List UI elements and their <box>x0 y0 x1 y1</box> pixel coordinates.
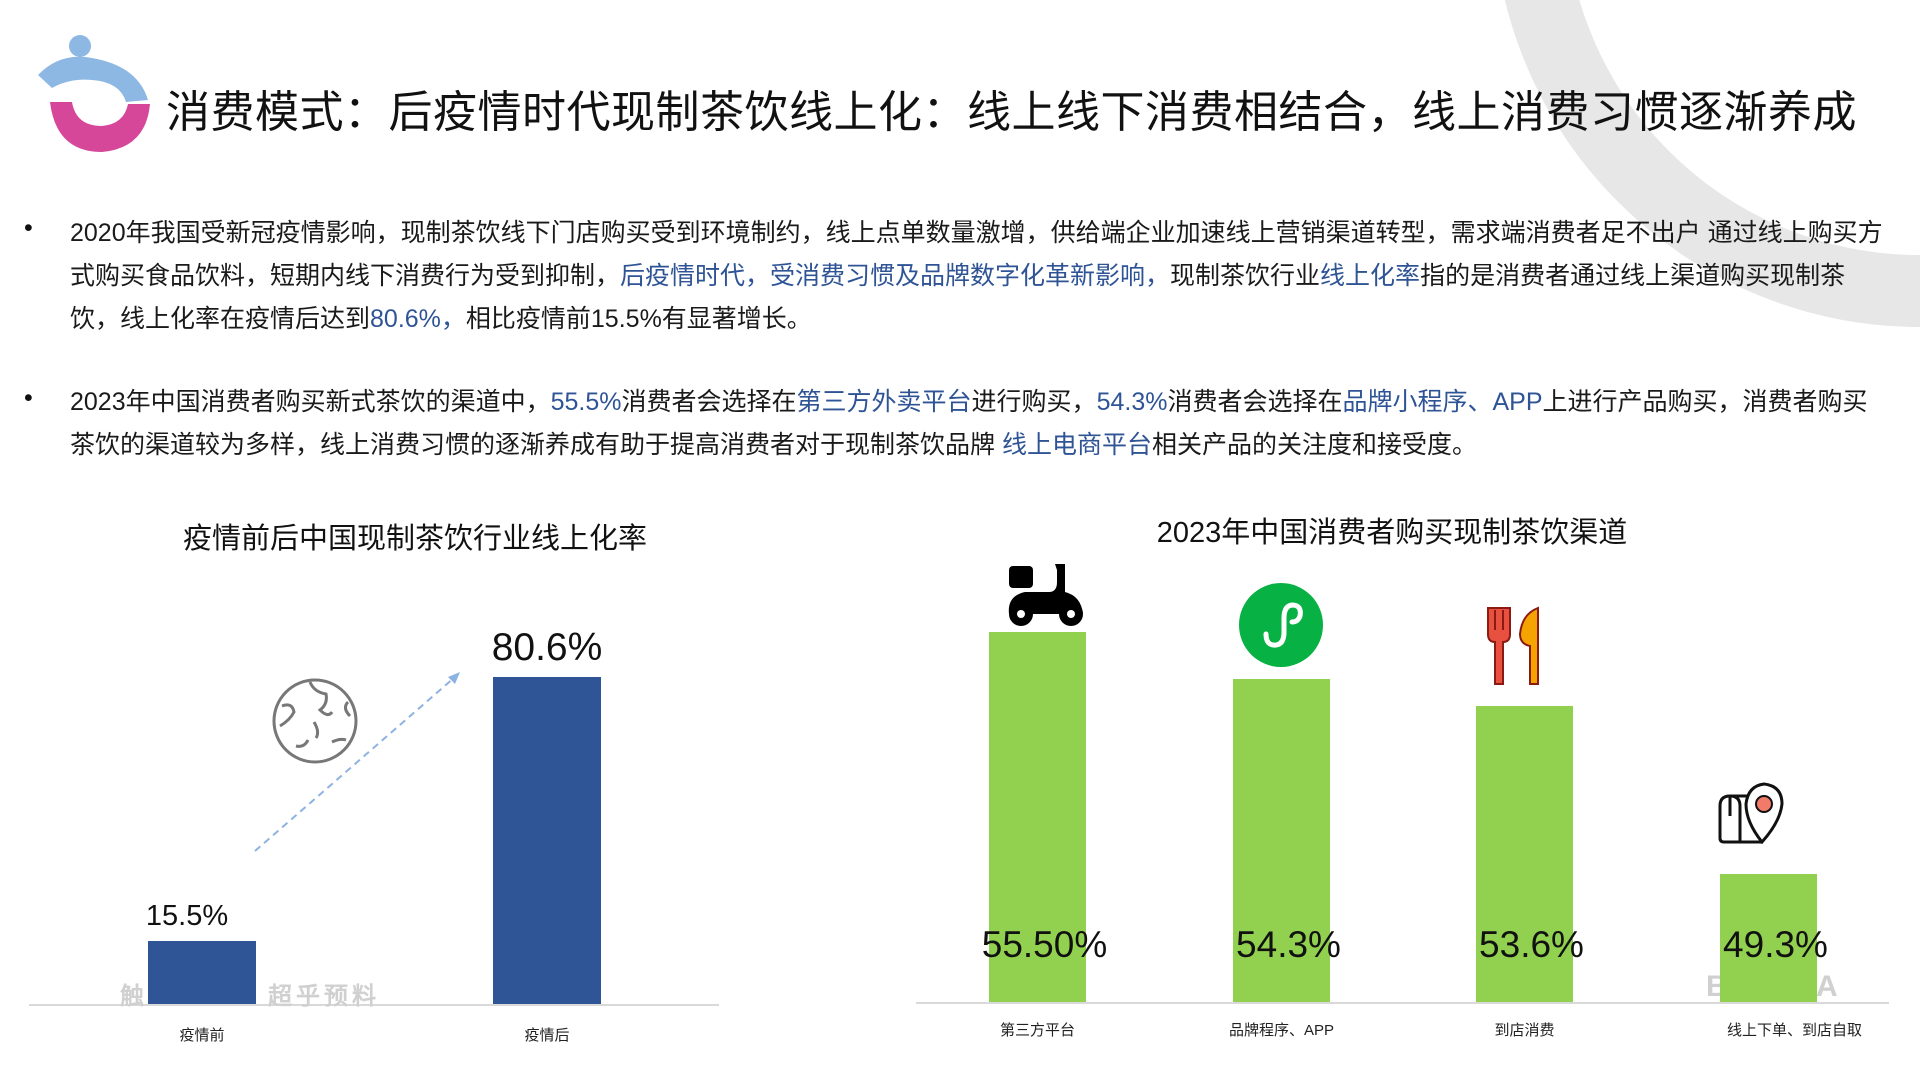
bullet-marker: • <box>24 214 33 242</box>
paragraph-text: 上进行产品购买，消费者购买茶饮的渠道较为多样，线上消费习惯的逐渐养成有助于提高消… <box>70 388 1868 459</box>
bullet-marker: • <box>24 384 33 412</box>
paragraph-text: 相比疫情前15.5%有显著增长。 <box>465 305 812 333</box>
paragraph-text: 现制茶饮行业 <box>1170 262 1321 290</box>
watermark: 超乎预料 <box>268 983 380 1010</box>
bar <box>493 676 601 1004</box>
category-label: 疫情后 <box>524 1027 570 1044</box>
paragraph-text: 2023年中国消费者购买新式茶饮的渠道中， <box>70 388 551 416</box>
category-label: 第三方平台 <box>999 1022 1076 1039</box>
data-label: 49.3% <box>1723 924 1828 965</box>
data-label: 53.6% <box>1479 924 1584 965</box>
data-label: 15.5% <box>145 900 229 933</box>
bar <box>1476 706 1573 1002</box>
highlighted-text: 54.3% <box>1096 388 1168 416</box>
delivery-scooter-icon <box>1008 564 1083 626</box>
highlighted-text: 线上电商平台 <box>1001 431 1152 459</box>
category-label: 疫情前 <box>179 1027 225 1044</box>
highlighted-text: 后疫情时代，受消费习惯及品牌数字化革新影响， <box>620 262 1171 290</box>
globe-icon <box>272 678 358 764</box>
data-label: 55.50% <box>981 924 1108 965</box>
paragraph-text: 2020年我国受新冠疫情影响，现制茶饮线下门店购买受到环境制约，线上点单数量激增… <box>70 219 1883 290</box>
watermark: 触 <box>120 983 148 1010</box>
paragraph-1: 2020年我国受新冠疫情影响，现制茶饮线下门店购买受到环境制约，线上点单数量激增… <box>70 212 1890 341</box>
logo-icon <box>38 35 150 152</box>
category-label: 线上下单、到店自取 <box>1726 1022 1863 1039</box>
data-label: 80.6% <box>491 625 603 669</box>
right-chart-axis <box>916 1002 1889 1004</box>
paragraph-text: 指的是消费者通过线上渠道购买现制茶饮，线上化率在疫情后达到 <box>70 262 1846 333</box>
trend-arrow <box>254 672 460 852</box>
data-label: 54.3% <box>1236 924 1341 965</box>
left-chart-axis <box>29 1004 719 1006</box>
bar <box>989 632 1086 1002</box>
paragraph-text: 进行购买， <box>971 388 1097 416</box>
bar <box>148 941 256 1004</box>
highlighted-text: 品牌小程序、APP <box>1342 388 1543 416</box>
paragraph-text: 消费者会选择在 <box>621 388 797 416</box>
highlighted-text: 第三方外卖平台 <box>796 388 972 416</box>
map-pin-icon <box>1718 782 1784 844</box>
highlighted-text: 55.5% <box>550 388 622 416</box>
right-chart-title: 2023年中国消费者购买现制茶饮渠道 <box>1156 517 1628 549</box>
bar <box>1720 873 1817 1002</box>
watermark: A <box>1816 970 1842 1003</box>
category-label: 品牌程序、APP <box>1228 1022 1335 1039</box>
category-label: 到店消费 <box>1494 1022 1555 1039</box>
bar <box>1233 679 1330 1002</box>
paragraph-2: 2023年中国消费者购买新式茶饮的渠道中，55.5%消费者会选择在第三方外卖平台… <box>70 381 1890 467</box>
fork-knife-icon <box>1487 606 1539 685</box>
highlighted-text: 80.6%， <box>370 305 466 333</box>
left-chart-title: 疫情前后中国现制茶饮行业线上化率 <box>182 523 648 555</box>
paragraph-text: 相关产品的关注度和接受度。 <box>1151 431 1477 459</box>
highlighted-text: 线上化率 <box>1320 262 1421 290</box>
mini-program-icon <box>1239 583 1323 667</box>
page-title: 消费模式：后疫情时代现制茶饮线上化：线上线下消费相结合，线上消费习惯逐渐养成 <box>166 88 1857 137</box>
paragraph-text: 消费者会选择在 <box>1167 388 1343 416</box>
